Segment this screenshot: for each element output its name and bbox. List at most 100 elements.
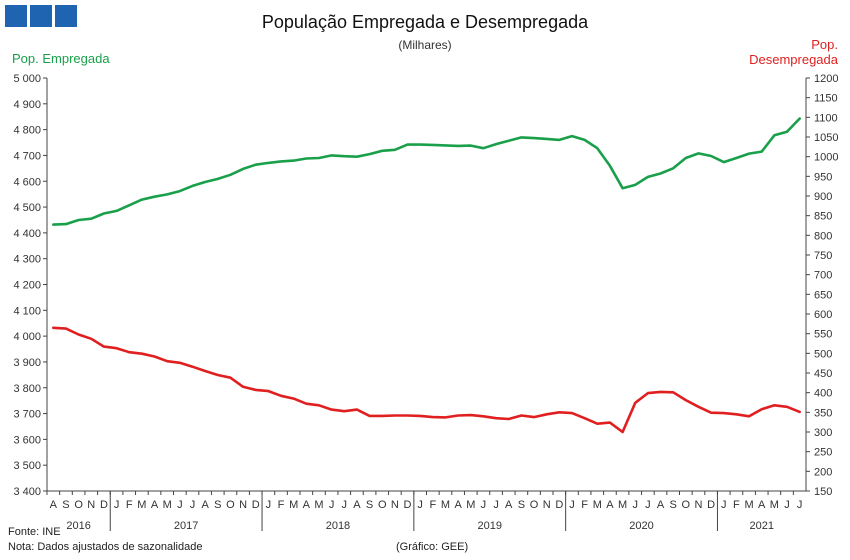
- right-axis-label-line-2: Desempregada: [749, 52, 838, 67]
- month-tick-label: J: [190, 499, 196, 511]
- logo: [5, 5, 77, 27]
- month-tick-label: A: [454, 499, 462, 511]
- month-tick-label: O: [378, 499, 387, 511]
- right-tick-label: 300: [814, 427, 832, 439]
- right-tick-label: 1200: [814, 73, 838, 85]
- left-tick-label: 4 900: [13, 99, 41, 111]
- month-tick-label: J: [569, 499, 575, 511]
- left-tick-label: 3 600: [13, 434, 41, 446]
- chart-subtitle: (Milhares): [398, 38, 452, 52]
- month-tick-label: A: [606, 499, 614, 511]
- right-tick-label: 800: [814, 230, 832, 242]
- month-tick-label: M: [163, 499, 172, 511]
- month-tick-label: A: [505, 499, 513, 511]
- month-tick-label: O: [74, 499, 83, 511]
- left-tick-label: 4 300: [13, 254, 41, 266]
- month-tick-label: F: [581, 499, 588, 511]
- logo-block-3: [55, 5, 77, 27]
- year-label: 2021: [749, 520, 773, 532]
- month-tick-label: D: [555, 499, 563, 511]
- logo-block-2: [30, 5, 52, 27]
- month-tick-label: N: [543, 499, 551, 511]
- right-tick-label: 1150: [814, 93, 838, 105]
- month-tick-label: M: [314, 499, 323, 511]
- month-tick-label: J: [177, 499, 183, 511]
- series-line-desempregada: [51, 326, 802, 434]
- month-tick-label: N: [239, 499, 247, 511]
- right-axis-label: Pop. Desempregada: [749, 37, 838, 67]
- right-tick-label: 350: [814, 407, 832, 419]
- left-tick-label: 4 800: [13, 125, 41, 137]
- series-line-empregada: [51, 117, 802, 226]
- month-tick-label: M: [770, 499, 779, 511]
- right-tick-label: 950: [814, 171, 832, 183]
- month-tick-label: D: [100, 499, 108, 511]
- year-label: 2016: [66, 520, 90, 532]
- month-tick-label: J: [632, 499, 638, 511]
- month-tick-label: S: [62, 499, 69, 511]
- chart-title: População Empregada e Desempregada: [261, 12, 589, 32]
- month-tick-label: J: [114, 499, 120, 511]
- left-tick-label: 4 000: [13, 331, 41, 343]
- month-tick-label: S: [366, 499, 373, 511]
- month-tick-label: M: [618, 499, 627, 511]
- footer-source: Fonte: INE: [8, 526, 61, 538]
- left-tick-label: 3 800: [13, 383, 41, 395]
- month-tick-label: N: [391, 499, 399, 511]
- month-tick-label: O: [226, 499, 235, 511]
- right-tick-label: 500: [814, 348, 832, 360]
- month-tick-label: S: [518, 499, 525, 511]
- right-tick-label: 900: [814, 191, 832, 203]
- month-tick-label: A: [353, 499, 361, 511]
- month-tick-label: A: [50, 499, 58, 511]
- month-tick-label: S: [670, 499, 677, 511]
- month-tick-label: A: [758, 499, 766, 511]
- month-tick-label: A: [151, 499, 159, 511]
- right-tick-label: 450: [814, 368, 832, 380]
- left-tick-label: 4 400: [13, 228, 41, 240]
- right-tick-label: 1100: [814, 112, 838, 124]
- right-tick-label: 750: [814, 250, 832, 262]
- month-tick-label: J: [342, 499, 348, 511]
- year-label: 2017: [174, 520, 198, 532]
- right-tick-label: 200: [814, 466, 832, 478]
- month-tick-label: D: [404, 499, 412, 511]
- footer-note: Nota: Dados ajustados de sazonalidade: [8, 541, 203, 553]
- left-tick-label: 4 200: [13, 280, 41, 292]
- left-tick-label: 4 100: [13, 305, 41, 317]
- month-tick-label: N: [694, 499, 702, 511]
- month-tick-label: J: [266, 499, 272, 511]
- month-tick-label: A: [303, 499, 311, 511]
- month-tick-label: F: [126, 499, 133, 511]
- month-tick-label: F: [278, 499, 285, 511]
- year-label: 2018: [326, 520, 350, 532]
- right-tick-label: 1000: [814, 152, 838, 164]
- footer-credit: (Gráfico: GEE): [396, 541, 469, 553]
- month-tick-label: D: [707, 499, 715, 511]
- right-tick-label: 700: [814, 270, 832, 282]
- left-tick-label: 4 500: [13, 202, 41, 214]
- month-tick-label: J: [645, 499, 651, 511]
- month-tick-label: J: [481, 499, 487, 511]
- left-tick-label: 3 400: [13, 486, 41, 498]
- month-tick-label: J: [784, 499, 790, 511]
- month-tick-label: J: [417, 499, 423, 511]
- month-tick-label: J: [797, 499, 803, 511]
- month-tick-label: M: [289, 499, 298, 511]
- right-axis-label-line-1: Pop.: [811, 37, 838, 52]
- left-tick-label: 3 900: [13, 357, 41, 369]
- month-tick-label: F: [429, 499, 436, 511]
- left-tick-label: 3 700: [13, 409, 41, 421]
- left-tick-label: 3 500: [13, 460, 41, 472]
- left-axis-label: Pop. Empregada: [12, 51, 110, 66]
- month-tick-label: A: [201, 499, 209, 511]
- left-tick-label: 4 600: [13, 176, 41, 188]
- month-tick-label: O: [682, 499, 691, 511]
- right-tick-label: 650: [814, 289, 832, 301]
- month-tick-label: D: [252, 499, 260, 511]
- left-tick-label: 5 000: [13, 73, 41, 85]
- month-tick-label: M: [466, 499, 475, 511]
- month-tick-label: F: [733, 499, 740, 511]
- month-tick-label: S: [214, 499, 221, 511]
